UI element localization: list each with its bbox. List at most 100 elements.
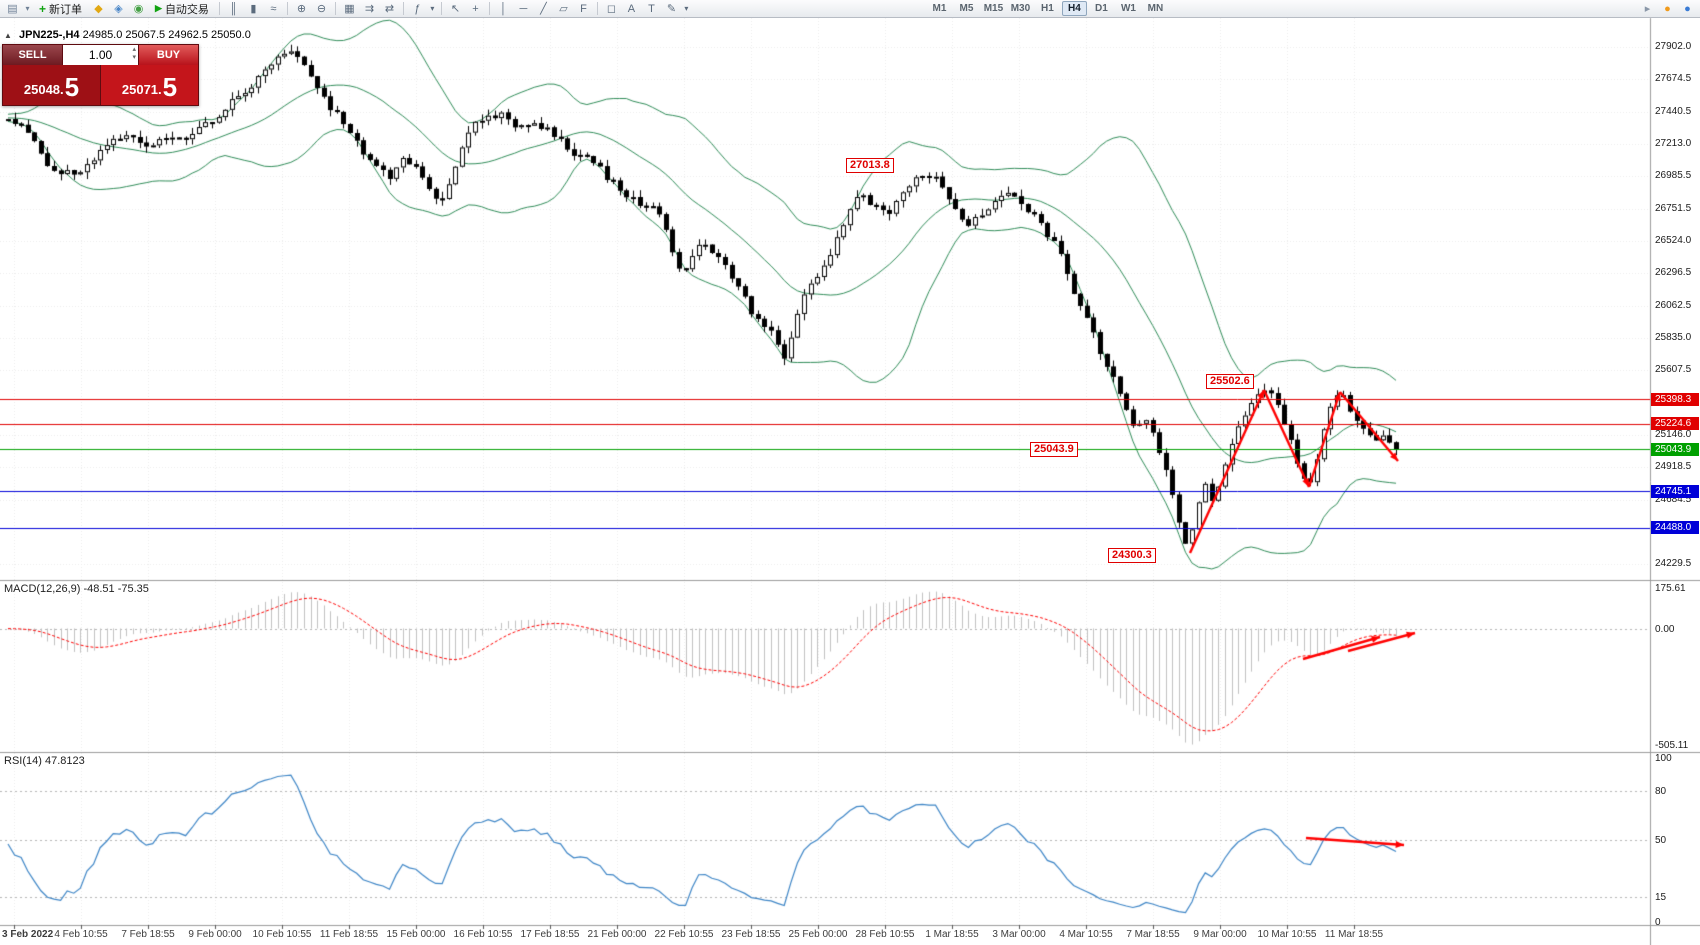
price-annotation[interactable]: 25502.6 xyxy=(1206,374,1254,389)
timeframe-d1[interactable]: D1 xyxy=(1095,3,1108,14)
timeframe-m1[interactable]: M1 xyxy=(932,3,947,14)
toolbar-group-tools: ║ ▮ ≈ ⊕ ⊖ ▦ ⇉ ⇄ ƒ ▾ ↖ + │ ─ ╱ ▱ F ◻ A T ✎ ▾ xyxy=(216,1,691,17)
rsi-axis-label: 80 xyxy=(1655,785,1667,797)
bar-chart-icon[interactable]: ║ xyxy=(229,2,238,15)
profile-icon[interactable]: ● xyxy=(1684,2,1691,15)
time-axis-label: 23 Feb 18:55 xyxy=(721,929,781,940)
text-icon[interactable]: A xyxy=(627,2,636,15)
one-click-collapse-toggle[interactable]: ▲ xyxy=(4,31,12,40)
macd-indicator-label: MACD(12,26,9) -48.51 -75.35 xyxy=(4,583,149,595)
chart-ohlc-values: 24985.0 25067.5 24962.5 25050.0 xyxy=(82,29,251,41)
time-axis-label: 16 Feb 10:55 xyxy=(453,929,513,940)
channel-icon[interactable]: ▱ xyxy=(559,3,568,15)
timeframe-h4[interactable]: H4 xyxy=(1061,1,1087,16)
new-order-button[interactable]: + 新订单 xyxy=(33,1,88,17)
time-axis-label: 4 Feb 10:55 xyxy=(54,929,108,940)
y-axis-label: 25607.5 xyxy=(1655,364,1692,375)
time-axis-label: 25 Feb 00:00 xyxy=(788,929,848,940)
chart-symbol-period: JPN225-,H4 xyxy=(18,29,80,41)
auto-trading-button[interactable]: ▶ 自动交易 xyxy=(149,1,215,17)
volume-up-button[interactable]: ▴ xyxy=(132,46,136,53)
fibonacci-icon[interactable]: F xyxy=(580,2,587,15)
volume-input[interactable]: 1.00 ▴ ▾ xyxy=(63,45,138,65)
timeframe-m5[interactable]: M5 xyxy=(959,3,974,14)
sell-button[interactable]: SELL xyxy=(3,45,62,65)
toolbar-separator xyxy=(286,2,288,15)
time-axis-label: 17 Feb 18:55 xyxy=(520,929,580,940)
volume-value: 1.00 xyxy=(88,48,113,62)
cursor-icon[interactable]: ↖ xyxy=(450,3,461,15)
objects-caret-icon[interactable]: ▾ xyxy=(684,4,689,13)
shapes-icon[interactable]: ◻ xyxy=(606,3,616,15)
indicators-caret-icon[interactable]: ▾ xyxy=(430,4,435,13)
time-axis-label: 3 Mar 00:00 xyxy=(992,929,1046,940)
toolbar-timeframes: M1 M5 M15 M30 H1 H4 D1 W1 MN xyxy=(927,1,1168,16)
horizontal-line-icon[interactable]: ─ xyxy=(519,2,528,15)
y-axis-label: 24229.5 xyxy=(1655,558,1692,569)
y-axis-label: 24684.5 xyxy=(1655,493,1692,505)
toolbar-group-file: ▤ ▾ xyxy=(3,1,32,17)
y-axis-label: 26062.5 xyxy=(1655,299,1692,311)
crosshair-icon[interactable]: + xyxy=(472,2,479,15)
macd-axis-label: 175.61 xyxy=(1655,583,1686,595)
vertical-line-icon[interactable]: │ xyxy=(500,2,507,15)
y-axis-label: 27440.5 xyxy=(1655,105,1692,117)
buy-price[interactable]: 25071. 5 xyxy=(101,65,198,105)
candlestick-chart-icon[interactable]: ▮ xyxy=(250,3,257,15)
timeframe-m15[interactable]: M15 xyxy=(983,3,1004,14)
zoom-in-icon[interactable]: ⊕ xyxy=(296,3,307,15)
trendline-icon[interactable]: ╱ xyxy=(540,3,547,15)
macd-axis-label: 0.00 xyxy=(1655,623,1675,635)
macd-axis-label: -505.11 xyxy=(1655,739,1689,751)
rsi-indicator-label: RSI(14) 47.8123 xyxy=(4,755,85,767)
indicators-icon[interactable]: ƒ xyxy=(414,2,421,15)
line-chart-icon[interactable]: ≈ xyxy=(270,2,277,15)
timeframe-mn[interactable]: MN xyxy=(1147,3,1164,14)
sell-price[interactable]: 25048. 5 xyxy=(3,65,100,105)
market-watch-icon[interactable]: ◆ xyxy=(94,3,103,15)
buy-price-main: 25071. xyxy=(121,82,162,97)
chart-shift-icon[interactable]: ⇄ xyxy=(384,3,395,15)
price-annotation[interactable]: 27013.8 xyxy=(846,158,894,173)
price-level-badge: 25224.6 xyxy=(1651,417,1699,431)
time-axis-label: 15 Feb 00:00 xyxy=(386,929,446,940)
toolbar-separator xyxy=(334,2,336,15)
y-axis-label: 26524.0 xyxy=(1655,234,1692,246)
navigator-icon[interactable]: ◉ xyxy=(133,3,144,15)
rsi-axis-label: 50 xyxy=(1655,835,1667,846)
data-window-icon[interactable]: ◈ xyxy=(114,3,123,15)
community-icon[interactable]: ● xyxy=(1664,2,1671,15)
new-chart-icon[interactable]: ▤ xyxy=(7,3,18,15)
timeframe-m30[interactable]: M30 xyxy=(1010,3,1031,14)
price-annotation[interactable]: 24300.3 xyxy=(1108,548,1156,563)
zoom-out-icon[interactable]: ⊖ xyxy=(316,3,327,15)
volume-down-button[interactable]: ▾ xyxy=(132,54,136,61)
y-axis-label: 26751.5 xyxy=(1655,202,1692,214)
arrow-tool-icon[interactable]: ✎ xyxy=(666,3,677,15)
toolbar-separator xyxy=(488,2,490,15)
time-axis-label: 11 Mar 18:55 xyxy=(1324,929,1384,940)
time-axis-label: 9 Feb 00:00 xyxy=(188,929,242,940)
new-order-label: 新订单 xyxy=(49,3,83,16)
price-annotation[interactable]: 25043.9 xyxy=(1030,442,1078,457)
time-axis-label: 3 Feb 2022 xyxy=(2,929,54,940)
y-axis-label: 25835.0 xyxy=(1655,331,1692,343)
toolbar-separator xyxy=(440,2,442,15)
buy-price-big-digit: 5 xyxy=(162,72,178,102)
y-axis-label: 25146.0 xyxy=(1655,428,1692,440)
rsi-axis-label: 100 xyxy=(1655,753,1672,764)
timeframe-h1[interactable]: H1 xyxy=(1041,3,1054,14)
toolbar-separator xyxy=(218,2,220,15)
timeframe-w1[interactable]: W1 xyxy=(1120,3,1136,14)
text-label-icon[interactable]: T xyxy=(648,2,655,15)
toolbar: ▤ ▾ + 新订单 ◆ ◈ ◉ ▶ 自动交易 ║ ▮ ≈ ⊕ ⊖ ▦ ⇉ ⇄ ƒ ▾ ↖ + │ ─ ╱ ▱ F ◻ A T… xyxy=(0,0,1700,18)
time-axis-label: 28 Feb 10:55 xyxy=(855,929,915,940)
toolbar-scroll-icon[interactable]: ▸ xyxy=(1644,3,1651,15)
toolbar-separator xyxy=(402,2,404,15)
buy-button[interactable]: BUY xyxy=(139,45,198,65)
auto-scroll-icon[interactable]: ⇉ xyxy=(364,3,375,15)
profiles-caret-icon[interactable]: ▾ xyxy=(25,4,30,13)
tile-windows-icon[interactable]: ▦ xyxy=(344,3,355,15)
